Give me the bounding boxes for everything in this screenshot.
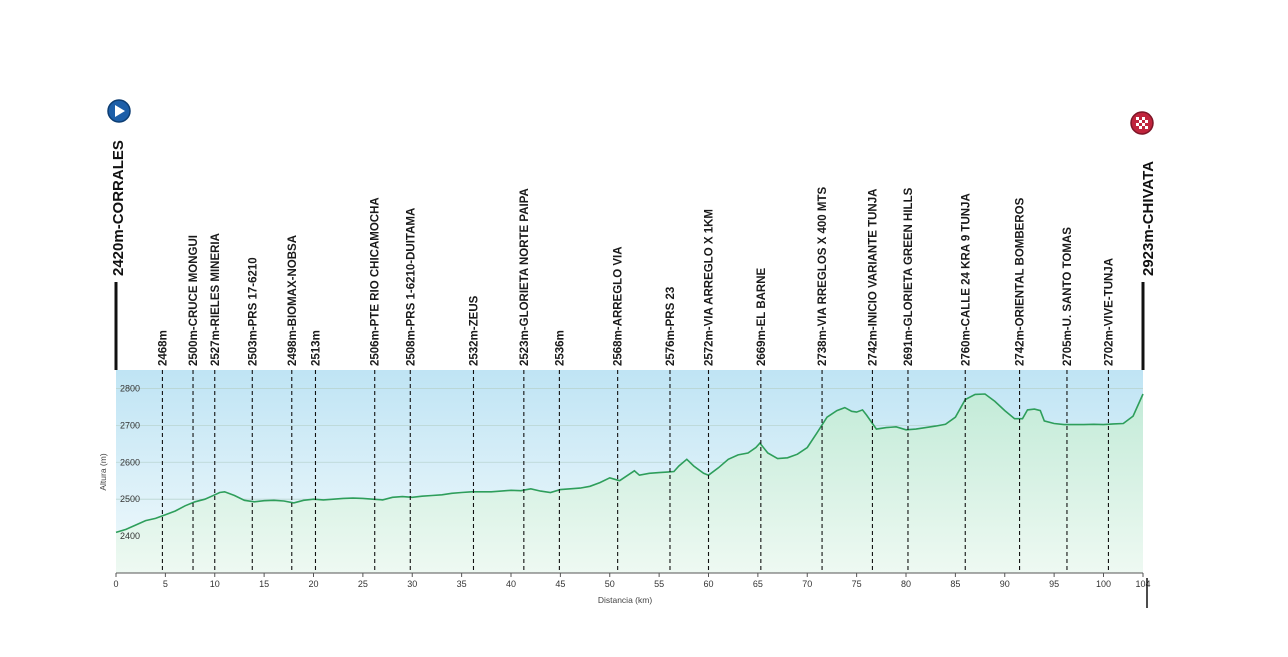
y-tick-label-2400: 2400 [120, 531, 140, 541]
x-tick-label-20: 20 [308, 579, 318, 589]
x-tick-label-30: 30 [407, 579, 417, 589]
x-tick-label-65: 65 [753, 579, 763, 589]
waypoint-label-9: 2523m-GLORIETA NORTE PAIPA [519, 188, 531, 366]
waypoint-label-2: 2527m-RIELES MINERIA [210, 233, 222, 366]
waypoint-label-20: 2705m-U. SANTO TOMAS [1062, 227, 1074, 366]
x-tick-label-10: 10 [210, 579, 220, 589]
finish-label: 2923m-CHIVATA [1140, 161, 1157, 276]
x-tick-label-5: 5 [163, 579, 168, 589]
y-tick-label-2800: 2800 [120, 383, 140, 393]
x-tick-label-0: 0 [113, 579, 118, 589]
x-tick-label-25: 25 [358, 579, 368, 589]
x-tick-label-60: 60 [703, 579, 713, 589]
x-tick-label-35: 35 [457, 579, 467, 589]
waypoint-label-15: 2738m-VIA RREGLOS X 400 MTS [817, 187, 829, 366]
x-tick-label-100: 100 [1096, 579, 1111, 589]
waypoint-label-21: 2702m-VIVE-TUNJA [1103, 258, 1115, 366]
y-tick-label-2700: 2700 [120, 420, 140, 430]
elevation-line [115, 393, 1144, 534]
waypoint-label-13: 2572m-VIA ARREGLO X 1KM [704, 209, 716, 366]
waypoint-markers: 2468m 2500m-CRUCE MONGUI 2527m-RIELES MINE… [157, 187, 1115, 573]
waypoint-label-6: 2506m-PTE RIO CHICAMOCHA [370, 197, 382, 366]
x-tick-label-40: 40 [506, 579, 516, 589]
waypoint-label-19: 2742m-ORIENTAL BOMBEROS [1015, 197, 1027, 366]
x-tick-label-15: 15 [259, 579, 269, 589]
axes: 0 5 10 15 20 25 30 35 40 45 50 55 60 65 70 75 80 85 90 95 10… [113, 383, 1150, 589]
waypoint-label-5: 2513m [310, 330, 322, 366]
x-tick-label-70: 70 [802, 579, 812, 589]
y-tick-label-2600: 2600 [120, 457, 140, 467]
x-tick-label-50: 50 [605, 579, 615, 589]
x-tick-label-90: 90 [1000, 579, 1010, 589]
waypoint-label-14: 2669m-EL BARNE [756, 267, 768, 366]
waypoint-label-16: 2742m-INICIO VARIANTE TUNJA [867, 189, 879, 366]
waypoint-label-8: 2532m-ZEUS [468, 295, 480, 366]
start-arrow-icon [107, 99, 131, 123]
y-tick-label-2500: 2500 [120, 494, 140, 504]
x-axis-label: Distancia (km) [598, 595, 652, 605]
waypoint-label-18: 2760m-CALLE 24 KRA 9 TUNJA [960, 193, 972, 366]
x-tick-label-45: 45 [555, 579, 565, 589]
elevation-area [116, 394, 1143, 573]
waypoint-label-17: 2691m-GLORIETA GREEN HILLS [903, 187, 915, 366]
x-tick-label-95: 95 [1049, 579, 1059, 589]
waypoint-label-11: 2568m-ARREGLO VIA [613, 246, 625, 366]
x-tick-label-80: 80 [901, 579, 911, 589]
waypoint-label-7: 2508m-PRS 1-6210-DUITAMA [405, 208, 417, 366]
waypoint-label-12: 2576m-PRS 23 [665, 287, 677, 366]
waypoint-label-3: 2503m-PRS 17-6210 [247, 257, 259, 366]
x-tick-label-85: 85 [950, 579, 960, 589]
x-tick-label-75: 75 [852, 579, 862, 589]
start-finish: 2420m-CORRALES 2923m-CHIVATA [107, 99, 1157, 608]
x-tick-label-104: 104 [1135, 579, 1150, 589]
waypoint-label-10: 2536m [554, 330, 566, 366]
waypoint-label-1: 2500m-CRUCE MONGUI [188, 235, 200, 366]
start-label: 2420m-CORRALES [110, 140, 127, 276]
finish-flag-icon [1130, 111, 1154, 135]
y-axis-label: Altura (m) [98, 453, 108, 490]
waypoint-label-0: 2468m [157, 330, 169, 366]
x-tick-label-55: 55 [654, 579, 664, 589]
waypoint-label-4: 2498m-BIOMAX-NOBSA [287, 235, 299, 366]
